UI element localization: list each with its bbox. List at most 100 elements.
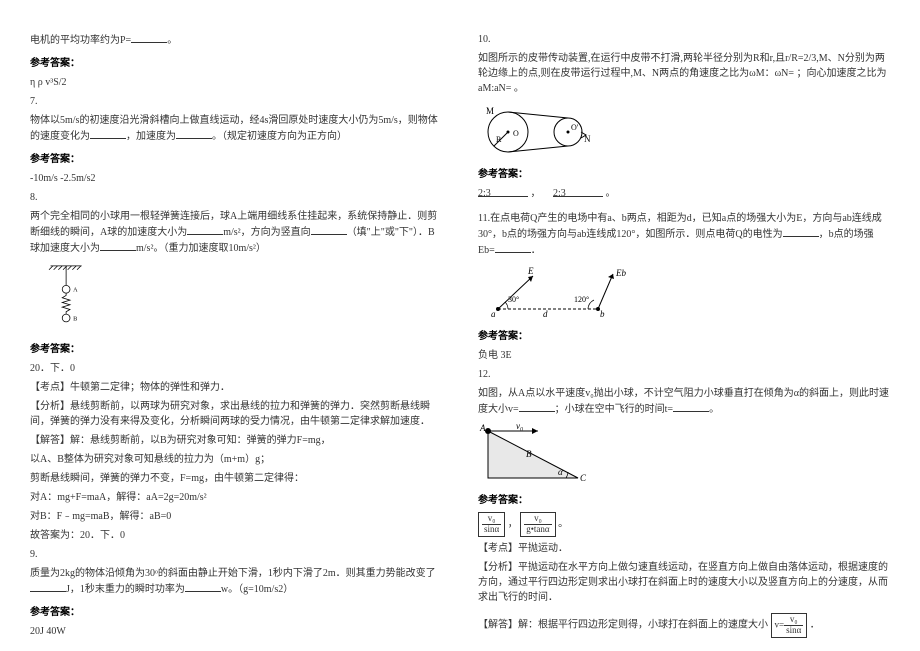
label-R: R: [496, 135, 502, 144]
label-a: a: [491, 309, 496, 319]
q11-text: 11.在点电荷Q产生的电场中有a、b两点，相距为d，已知a点的场强大小为E，方向…: [478, 211, 890, 258]
label-B: B: [526, 449, 532, 459]
fraction: v₀ g•tanα: [524, 514, 551, 535]
q-motor-text: 电机的平均功率约为P= 。: [30, 32, 442, 48]
answer-9: 20J 40W: [30, 624, 442, 639]
answer-12: v₀ sinα ， v₀ g•tanα 。: [478, 512, 890, 537]
fraction: v₀ sinα: [482, 514, 501, 535]
label-Eb: Eb: [615, 268, 626, 278]
q8-solve1: 【解答】解：悬线剪断前，以B为研究对象可知：弹簧的弹力F=mg，: [30, 433, 442, 448]
text: m/s²。（重力加速度取10m/s²）: [136, 243, 266, 254]
text: 质量为2kg的物体沿倾角为30ᵒ的斜面由静止开始下滑，1秒内下滑了2m．则其重力…: [30, 568, 436, 579]
q12-point: 【考点】平抛运动．: [478, 541, 890, 556]
text: 【解答】解：根据平行四边形定则得，小球打在斜面上的速度大小: [478, 619, 768, 630]
answer-7: -10m/s -2.5m/s2: [30, 171, 442, 186]
blank: [783, 226, 819, 237]
q8-solve5: 对B：F﹣mg=maB，解得：aB=0: [30, 509, 442, 524]
q8-solve6: 故答案为：20．下．0: [30, 528, 442, 543]
text: 2:3: [553, 188, 566, 199]
label-C: C: [580, 473, 587, 483]
blank: 2:3: [553, 186, 603, 197]
label-M: M: [486, 106, 494, 116]
answer-label: 参考答案：: [30, 340, 442, 355]
answer-10: 2:3 ， 2:3 。: [478, 186, 890, 201]
blank: [187, 224, 223, 235]
text: 。（规定初速度方向为正方向）: [212, 131, 347, 142]
text: ；小球在空中飞行的时间t=: [555, 404, 673, 415]
label-A: A: [73, 287, 78, 294]
text: ，加速度为: [126, 131, 176, 142]
label-A: A: [479, 423, 486, 433]
text: 。: [606, 188, 616, 199]
q12-analysis: 【分析】平抛运动在水平方向上做匀速直线运动，在竖直方向上做自由落体运动，根据速度…: [478, 560, 890, 605]
denominator: sinα: [784, 626, 803, 636]
blank: [100, 240, 136, 251]
denominator: g•tanα: [524, 525, 551, 535]
label-120: 120°: [574, 295, 589, 304]
blank: [673, 401, 709, 412]
text: ．: [531, 245, 541, 256]
q10-num: 10.: [478, 32, 890, 47]
belt-figure: M O R O' N: [478, 102, 608, 157]
spring-figure: A B: [40, 262, 100, 332]
label-30: 30°: [508, 295, 519, 304]
q10-text: 如图所示的皮带传动装置,在运行中皮带不打滑,两轮半径分别为R和r,且r/R=2/…: [478, 51, 890, 96]
label-B: B: [73, 315, 77, 322]
answer-label: 参考答案：: [478, 327, 890, 342]
q7-text: 物体以5m/s的初速度沿光滑斜槽向上做直线运动，经4s滑回原处时速度大小仍为5m…: [30, 113, 442, 144]
q9-num: 9.: [30, 547, 442, 562]
q9-text: 质量为2kg的物体沿倾角为30ᵒ的斜面由静止开始下滑，1秒内下滑了2m．则其重力…: [30, 566, 442, 597]
blank: [30, 581, 66, 592]
label-v0: v₀: [516, 423, 523, 431]
answer-label: 参考答案：: [30, 603, 442, 618]
answer-11: 负电 3E: [478, 348, 890, 363]
projectile-figure: A v₀ B α C: [478, 423, 598, 483]
q12-text: 如图，从A点以水平速度v₀抛出小球，不计空气阻力小球垂直打在倾角为α的斜面上，则…: [478, 386, 890, 417]
blank: 2:3: [478, 186, 528, 197]
q12-num: 12.: [478, 367, 890, 382]
blank: [176, 128, 212, 139]
text: m/s²，方向为竖直向: [223, 227, 310, 238]
label-d: d: [543, 309, 548, 319]
text: ，: [508, 518, 518, 529]
answer-motor: η ρ v³S/2: [30, 75, 442, 90]
text: J，1秒末重力的瞬时功率为: [66, 584, 185, 595]
blank: [311, 224, 347, 235]
text: 电机的平均功率约为P=: [30, 35, 131, 46]
blank: [495, 242, 531, 253]
q8-text: 两个完全相同的小球用一根轻弹簧连接后，球A上端用细线系住挂起来，系统保持静止．则…: [30, 209, 442, 256]
text: 。: [558, 518, 568, 529]
answer-label: 参考答案：: [30, 150, 442, 165]
q7-num: 7.: [30, 94, 442, 109]
answer-label: 参考答案：: [478, 491, 890, 506]
boxed-frac: v₀ sinα: [478, 512, 505, 537]
q8-solve3: 剪断悬线瞬间，弹簧的弹力不变，F=mg，由牛顿第二定律得：: [30, 471, 442, 486]
boxed-frac: v₀ g•tanα: [520, 512, 555, 537]
text: 。: [167, 35, 177, 46]
blank: [519, 401, 555, 412]
denominator: sinα: [482, 525, 501, 535]
q8-solve2: 以A、B整体为研究对象可知悬线的拉力为（m+m）g；: [30, 452, 442, 467]
answer-label: 参考答案：: [478, 165, 890, 180]
text: ．: [810, 619, 820, 630]
q8-solve4: 对A：mg+F=maA，解得：aA=2g=20m/s²: [30, 490, 442, 505]
q8-point: 【考点】牛顿第二定律；物体的弹性和弹力．: [30, 380, 442, 395]
field-figure: a b d E Eb 30° 120°: [478, 264, 638, 319]
answer-label: 参考答案：: [30, 54, 442, 69]
q8-analysis: 【分析】悬线剪断前，以两球为研究对象，求出悬线的拉力和弹簧的弹力．突然剪断悬线瞬…: [30, 399, 442, 429]
left-column: 电机的平均功率约为P= 。 参考答案： η ρ v³S/2 7. 物体以5m/s的…: [0, 0, 460, 651]
q12-solve: 【解答】解：根据平行四边形定则得，小球打在斜面上的速度大小 v= v₀ sinα…: [478, 613, 890, 638]
right-column: 10. 如图所示的皮带传动装置,在运行中皮带不打滑,两轮半径分别为R和r,且r/…: [460, 0, 920, 651]
text: ，: [531, 188, 541, 199]
text: 。: [709, 404, 719, 415]
q8-num: 8.: [30, 190, 442, 205]
blank: [131, 32, 167, 43]
text: v=: [775, 619, 785, 629]
text: 。: [514, 83, 524, 94]
label-alpha: α: [558, 467, 563, 477]
fraction: v₀ sinα: [784, 615, 803, 636]
label-Op: O': [571, 123, 579, 132]
label-b: b: [600, 309, 605, 319]
blank: [185, 581, 221, 592]
text: 2:3: [478, 188, 491, 199]
